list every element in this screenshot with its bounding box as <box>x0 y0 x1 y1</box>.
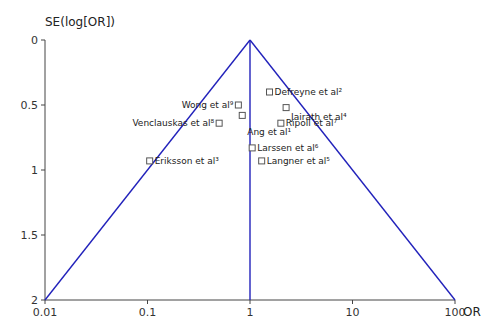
x-tick <box>352 300 353 304</box>
x-tick-label: 1 <box>247 306 254 319</box>
study-point <box>278 120 284 126</box>
study-point <box>283 105 289 111</box>
x-axis-label: OR <box>463 305 481 319</box>
x-tick <box>147 300 148 304</box>
y-tick <box>41 40 45 41</box>
study-point <box>147 158 153 164</box>
x-tick-label: 10 <box>346 306 360 319</box>
axes: 0.010.111010000.511.52 <box>21 34 466 320</box>
y-tick-label: 2 <box>31 294 38 307</box>
y-tick-label: 0.5 <box>21 99 39 112</box>
study-point <box>239 112 245 118</box>
study-label: Venclauskas et al⁸ <box>132 118 214 128</box>
study-label: Wong et al⁹ <box>182 100 234 110</box>
x-tick-label: 0.01 <box>33 306 58 319</box>
funnel-line <box>250 40 455 300</box>
study-point <box>235 102 241 108</box>
x-tick <box>250 300 251 304</box>
study-point <box>216 120 222 126</box>
study-label: Ripoll et al⁷ <box>286 118 338 128</box>
x-tick-label: 0.1 <box>139 306 157 319</box>
y-axis-label: SE(log[OR]) <box>45 15 115 29</box>
x-tick <box>455 300 456 304</box>
x-tick <box>45 300 46 304</box>
plot-area <box>45 40 455 300</box>
y-tick-label: 1.5 <box>21 229 39 242</box>
study-label: Larssen et al⁶ <box>257 143 319 153</box>
study-point <box>259 158 265 164</box>
y-tick <box>41 235 45 236</box>
y-tick-label: 1 <box>31 164 38 177</box>
funnel-line <box>249 40 250 300</box>
study-label: Ang et al¹ <box>247 127 291 137</box>
study-point <box>249 145 255 151</box>
y-tick-label: 0 <box>31 34 38 47</box>
study-label: Eriksson et al³ <box>155 156 219 166</box>
study-point <box>267 89 273 95</box>
y-tick <box>41 300 45 301</box>
y-tick <box>41 170 45 171</box>
chart: 0.010.111010000.511.52SE(log[OR])ORDefre… <box>0 0 500 329</box>
funnel-line <box>45 40 250 300</box>
point-labels: Defreyne et al²Wong et al⁹Jairath et al⁴… <box>132 87 347 166</box>
y-tick <box>41 105 45 106</box>
study-label: Defreyne et al² <box>275 87 343 97</box>
study-label: Langner et al⁵ <box>267 156 331 166</box>
